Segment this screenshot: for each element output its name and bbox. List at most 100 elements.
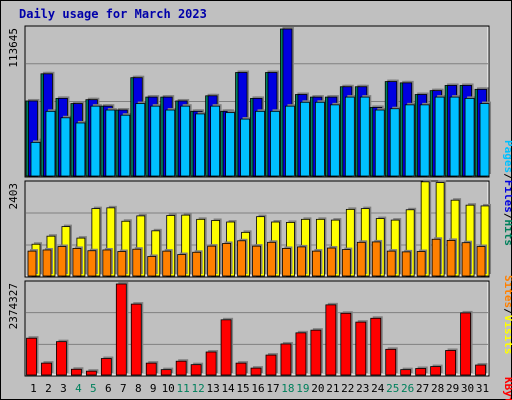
- x-tick-label: 30: [461, 382, 474, 395]
- pages-bar: [329, 104, 340, 177]
- pages-bar: [135, 103, 146, 177]
- kbytes-bar: [415, 368, 427, 376]
- kbytes-bar: [280, 343, 292, 376]
- x-tick-label: 12: [192, 382, 205, 395]
- x-tick-label: 16: [251, 382, 264, 395]
- sites-bar: [401, 251, 411, 277]
- x-tick-label: 25: [386, 382, 399, 395]
- pages-bar: [270, 110, 280, 177]
- kbytes-bar: [430, 366, 442, 376]
- pages-bar: [344, 96, 355, 177]
- kbytes-bar: [445, 350, 456, 376]
- x-tick-label: 5: [90, 382, 97, 395]
- kbytes-bar: [340, 312, 352, 376]
- pages-bar: [359, 96, 370, 177]
- pages-bar: [75, 122, 86, 177]
- pages-bar: [285, 105, 295, 177]
- kbytes-bar: [71, 368, 82, 376]
- legend-sites: Sites: [502, 275, 512, 308]
- x-tick-label: 15: [236, 382, 249, 395]
- x-tick-label: 2: [45, 382, 52, 395]
- pages-bar: [479, 103, 490, 177]
- panel-top: 113645: [7, 25, 492, 178]
- pages-bar: [120, 114, 131, 177]
- kbytes-bar: [235, 362, 247, 376]
- kbytes-bar: [160, 369, 172, 376]
- x-tick-label: 14: [221, 382, 235, 395]
- kbytes-bar: [325, 304, 337, 376]
- sites-bar: [311, 250, 321, 277]
- kbytes-bar: [145, 362, 157, 376]
- pages-bar: [210, 105, 221, 177]
- sites-bar: [446, 239, 456, 277]
- kbytes-bar: [370, 317, 382, 376]
- sites-bar: [57, 246, 67, 277]
- x-tick-label: 18: [281, 382, 294, 395]
- legend-files: Files: [502, 180, 512, 213]
- kbytes-bar: [41, 362, 52, 376]
- svg-text:Sites/Visits: Sites/Visits: [502, 275, 512, 355]
- pages-bar: [255, 110, 265, 177]
- pages-bar: [90, 105, 101, 177]
- sites-bar: [102, 249, 112, 277]
- pages-bar: [314, 101, 325, 177]
- legend-separator: /: [502, 308, 512, 315]
- kbytes-bar: [265, 354, 277, 376]
- kbytes-bar: [100, 358, 112, 376]
- kbytes-bar: [385, 348, 397, 376]
- sites-bar: [461, 242, 471, 277]
- legend-pages: Pages: [502, 140, 512, 173]
- x-tick-label: 4: [75, 382, 82, 395]
- panel-max-label: 2403: [7, 183, 20, 210]
- pages-bar: [419, 104, 430, 177]
- legend-separator: /: [502, 173, 512, 180]
- x-tick-label: 11: [177, 382, 190, 395]
- sites-bar: [87, 250, 97, 277]
- x-tick-label: 17: [266, 382, 279, 395]
- kbytes-bar: [205, 351, 217, 376]
- panel-max-label: 2374327: [7, 283, 20, 329]
- kbytes-bar: [475, 364, 486, 376]
- kbytes-bar: [115, 283, 127, 376]
- x-tick-label: 29: [446, 382, 459, 395]
- kbytes-bar: [130, 303, 142, 376]
- sites-bar: [177, 254, 187, 277]
- kbytes-bar: [220, 319, 232, 376]
- x-tick-label: 21: [326, 382, 339, 395]
- kbytes-bar: [175, 360, 187, 376]
- panel-middle: 2403: [7, 179, 492, 278]
- sites-bar: [27, 250, 37, 277]
- sites-bar: [207, 245, 217, 277]
- x-tick-label: 27: [416, 382, 429, 395]
- sites-bar: [386, 250, 396, 277]
- pages-bar: [150, 105, 161, 177]
- kbytes-bar: [400, 369, 412, 376]
- panel-max-label: 113645: [7, 28, 20, 68]
- pages-bar: [240, 118, 250, 177]
- kbytes-bar: [250, 367, 262, 376]
- x-tick-label: 8: [135, 382, 142, 395]
- chart-title: Daily usage for March 2023: [19, 7, 207, 21]
- x-tick-label: 13: [206, 382, 219, 395]
- legend-separator: /: [502, 213, 512, 220]
- x-tick-label: 20: [311, 382, 324, 395]
- x-tick-label: 22: [341, 382, 354, 395]
- pages-bar: [105, 109, 116, 177]
- svg-text:Pages/Files/Hits: Pages/Files/Hits: [502, 140, 512, 246]
- x-tick-label: 31: [476, 382, 489, 395]
- x-tick-label: 26: [401, 382, 414, 395]
- sites-bar: [476, 246, 486, 277]
- pages-bar: [165, 109, 176, 177]
- sites-bar: [192, 251, 202, 277]
- sites-bar: [252, 245, 261, 277]
- x-tick-label: 23: [356, 382, 369, 395]
- pages-bar: [374, 109, 385, 177]
- sites-bar: [282, 248, 291, 277]
- sites-bar: [416, 251, 426, 277]
- pages-bar: [389, 108, 400, 177]
- panel-background: [24, 280, 490, 377]
- sites-bar: [42, 249, 52, 277]
- pages-bar: [45, 110, 56, 177]
- x-tick-label: 19: [296, 382, 309, 395]
